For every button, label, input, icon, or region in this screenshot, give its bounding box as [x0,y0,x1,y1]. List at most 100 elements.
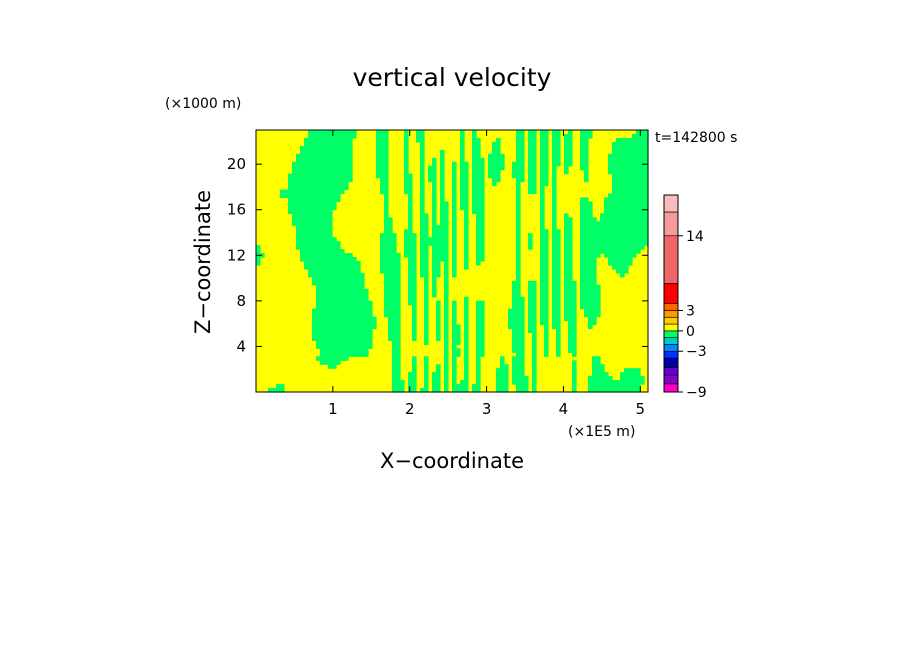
field-cell-negative [316,233,321,238]
field-cell-negative [324,177,329,183]
field-cell-negative [396,257,401,262]
field-cell-negative [532,149,537,155]
colorbar-swatch [663,337,679,345]
field-cell-negative [328,153,333,159]
field-cell-negative [644,233,649,238]
field-cell-negative [308,272,313,278]
field-cell-negative [516,380,521,385]
field-cell-negative [596,364,601,369]
field-cell-negative [636,213,641,218]
field-cell-negative [564,161,569,167]
field-cell-negative [516,213,521,218]
field-cell-negative [288,177,293,183]
field-cell-negative [628,368,633,373]
field-cell-negative [632,169,637,175]
field-cell-negative [592,253,597,258]
field-cell-negative [620,213,625,218]
field-cell-negative [324,268,329,274]
field-cell-negative [544,257,549,262]
field-cell-negative [440,201,445,207]
field-cell-negative [300,201,305,207]
field-cell-negative [384,249,389,254]
field-cell-negative [516,173,521,179]
field-cell-negative [408,213,413,218]
field-cell-negative [384,229,389,234]
field-cell-negative [496,149,501,155]
field-cell-negative [296,165,301,171]
field-cell-negative [636,233,641,238]
field-cell-negative [476,312,481,318]
field-cell-negative [640,137,645,143]
colorbar-swatch [663,316,679,325]
field-cell-negative [328,336,333,341]
field-cell-negative [564,225,569,230]
field-cell-negative [540,229,545,234]
field-cell-negative [564,264,569,270]
field-cell-negative [332,344,337,349]
field-cell-negative [360,340,365,345]
field-cell-negative [376,165,381,171]
field-cell-negative [608,153,613,159]
field-cell-negative [408,388,413,393]
field-cell-negative [508,316,513,322]
field-cell-negative [340,288,345,294]
field-cell-negative [304,189,309,195]
field-cell-negative [564,233,569,238]
field-cell-negative [332,181,337,187]
field-cell-negative [336,189,341,195]
field-cell-negative [476,324,481,330]
field-cell-negative [556,130,561,135]
field-cell-negative [340,300,345,306]
field-cell-negative [440,209,445,214]
field-cell-negative [304,173,309,179]
field-cell-negative [312,272,317,278]
field-cell-negative [584,257,589,262]
field-cell-negative [384,173,389,179]
field-cell-negative [352,312,357,318]
field-cell-negative [388,296,393,302]
field-cell-negative [328,268,333,274]
field-cell-negative [336,360,341,365]
field-cell-negative [332,245,337,250]
field-cell-negative [464,205,469,210]
field-cell-negative [540,153,545,159]
field-cell-negative [628,165,633,171]
field-cell-negative [256,245,261,250]
field-cell-negative [416,130,421,135]
field-cell-negative [604,225,609,230]
field-cell-negative [588,237,593,242]
field-cell-negative [552,161,557,167]
field-cell-negative [516,145,521,151]
field-cell-negative [304,185,309,191]
field-cell-negative [328,237,333,242]
field-cell-negative [384,292,389,298]
field-cell-negative [636,368,641,373]
field-cell-negative [544,332,549,338]
field-cell-negative [472,149,477,155]
field-cell-negative [476,257,481,262]
field-cell-negative [608,245,613,250]
field-cell-negative [352,348,357,353]
field-cell-negative [528,233,533,238]
field-cell-negative [632,213,637,218]
field-cell-negative [592,320,597,326]
field-cell-negative [356,292,361,298]
field-cell-negative [496,157,501,163]
field-cell-negative [556,249,561,254]
field-cell-negative [332,268,337,274]
field-cell-negative [292,173,297,179]
field-cell-negative [440,161,445,167]
field-cell-negative [436,233,441,238]
field-cell-negative [440,249,445,254]
field-cell-negative [320,280,325,286]
field-cell-negative [596,249,601,254]
field-cell-negative [444,344,449,349]
colorbar-swatch [663,383,679,393]
field-cell-negative [364,288,369,294]
field-cell-negative [376,157,381,163]
field-cell-negative [480,233,485,238]
field-cell-negative [340,141,345,147]
field-cell-negative [344,324,349,330]
field-cell-negative [612,165,617,171]
